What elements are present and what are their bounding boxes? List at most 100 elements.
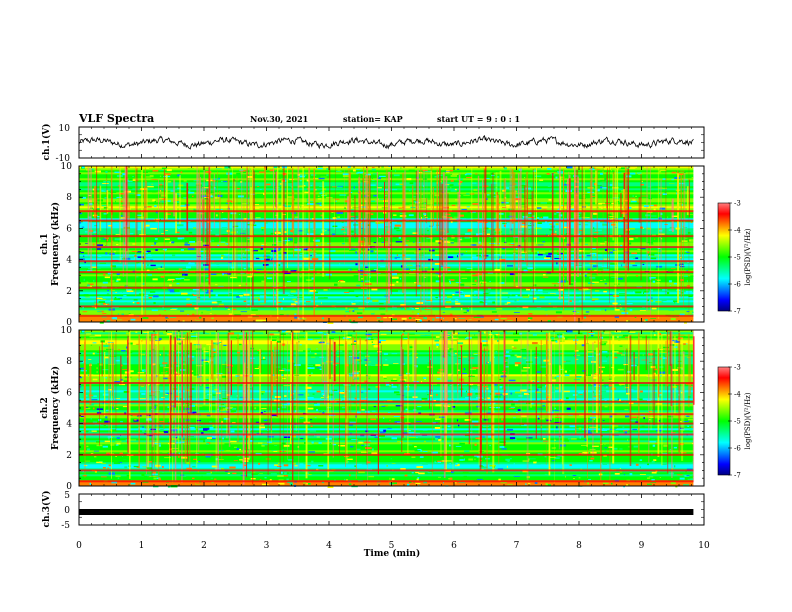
spectrogram-speckle (353, 224, 359, 226)
spectrogram-band-row (79, 240, 694, 243)
spectrogram-speckle (424, 334, 431, 336)
spectrogram-speckle (250, 440, 253, 442)
spectrogram-speckle (273, 349, 280, 352)
spectrogram-impulse (583, 169, 585, 301)
spectrogram-speckle (448, 405, 454, 406)
spectrogram-speckle (379, 175, 386, 177)
spectrogram-speckle (626, 303, 633, 305)
spectrogram-speckle (196, 365, 203, 367)
spectrogram-speckle (164, 249, 167, 252)
spectrogram-speckle (566, 166, 573, 169)
spectrogram-speckle (434, 213, 438, 215)
spectrogram-speckle (356, 411, 361, 414)
spectrogram-speckle (243, 218, 248, 221)
spectrogram-speckle (536, 207, 542, 209)
spectrogram-speckle (463, 381, 465, 383)
spectrogram-speckle (110, 444, 115, 446)
spectrogram-speckle (343, 232, 347, 233)
spectrogram-speckle (211, 301, 218, 304)
spectrogram-speckle (457, 369, 460, 371)
spectrogram-speckle (231, 201, 234, 203)
spectrogram-speckle (328, 250, 336, 252)
spectrogram-speckle (215, 344, 219, 346)
spectrogram-speckle (497, 468, 504, 470)
spectrogram-band-row (79, 194, 694, 197)
spectrogram-speckle (600, 470, 604, 473)
colorbar-tick-label: -7 (734, 308, 741, 316)
spectrogram-speckle (679, 477, 685, 480)
spectrogram-speckle (409, 182, 414, 185)
spectrogram-speckle (671, 368, 679, 371)
spectrogram-speckle (376, 319, 379, 321)
spectrogram-band-row (79, 266, 694, 269)
spectrogram-speckle (527, 319, 531, 321)
spectrogram-speckle (495, 351, 498, 353)
spectrogram-speckle (88, 359, 92, 360)
spectrogram-speckle (360, 399, 367, 401)
spectrogram-speckle (455, 463, 459, 466)
spectrogram-speckle (92, 243, 95, 246)
spectrogram-speckle (142, 317, 149, 319)
spectrogram-speckle (642, 227, 644, 229)
spectrogram-speckle (573, 379, 580, 381)
spectrogram-speckle (148, 383, 150, 386)
spectrogram-speckle (163, 431, 169, 433)
spectrogram-speckle (112, 406, 114, 409)
spectrogram-speckle (457, 253, 465, 255)
spectrogram-band-row (79, 224, 694, 227)
spectrogram-speckle (619, 181, 623, 183)
spectrogram-speckle (297, 446, 299, 448)
spectrogram-impulse (144, 167, 146, 317)
spectrogram-speckle (422, 463, 428, 465)
spectrogram-speckle (142, 430, 145, 432)
spectrogram-speckle (379, 198, 386, 200)
spectrogram-impulse (417, 170, 419, 285)
spectrogram-speckle (398, 304, 402, 306)
spectrogram-speckle (499, 282, 505, 284)
spectrogram-speckle (501, 201, 506, 204)
spectrogram-speckle (171, 241, 175, 244)
spectrogram-speckle (419, 456, 424, 458)
spectrogram-speckle (570, 438, 577, 440)
ch2-spectrogram-data (79, 330, 695, 488)
spectrogram-speckle (405, 408, 408, 411)
spectrogram-speckle (562, 183, 569, 186)
spectrogram-speckle (635, 291, 642, 294)
spectrogram-speckle (321, 302, 322, 304)
spectrogram-speckle (635, 463, 639, 466)
spectrogram-speckle (224, 279, 231, 282)
spectrogram-speckle (315, 364, 321, 367)
spectrogram-speckle (623, 485, 625, 488)
spectrogram-speckle (264, 411, 266, 412)
spectrogram-speckle (487, 194, 490, 196)
spectrogram-speckle (393, 214, 397, 216)
spectrogram-speckle (128, 313, 131, 315)
spectrogram-speckle (322, 411, 325, 413)
spectrogram-speckle (380, 313, 386, 315)
spectrogram-speckle (182, 402, 184, 405)
spectrogram-speckle (276, 176, 281, 179)
spectrogram-speckle (81, 431, 85, 433)
spectrogram-speckle (457, 258, 463, 260)
spectrogram-speckle (321, 215, 323, 217)
spectrogram-speckle (487, 288, 492, 290)
spectrogram-speckle (463, 415, 469, 417)
spectrogram-speckle (286, 402, 291, 405)
spectrogram-speckle (178, 393, 180, 396)
spectrogram-speckle (424, 214, 426, 216)
spectrogram-speckle (154, 406, 156, 409)
spectrogram-impulse (99, 184, 101, 244)
spectrogram-speckle (199, 376, 205, 379)
spectrogram-speckle (284, 472, 287, 475)
spectrogram-speckle (128, 193, 135, 194)
spectrogram-speckle (115, 444, 119, 446)
spectrogram-speckle (304, 304, 306, 306)
spectrogram-speckle (227, 308, 230, 310)
spectrogram-speckle (256, 194, 263, 196)
spectrogram-speckle (115, 440, 122, 442)
spectrogram-impulse (236, 176, 238, 280)
spectrogram-speckle (435, 436, 442, 438)
spectrogram-speckle (81, 166, 85, 169)
spectrogram-speckle (142, 258, 145, 260)
spectrogram-speckle (493, 196, 499, 198)
